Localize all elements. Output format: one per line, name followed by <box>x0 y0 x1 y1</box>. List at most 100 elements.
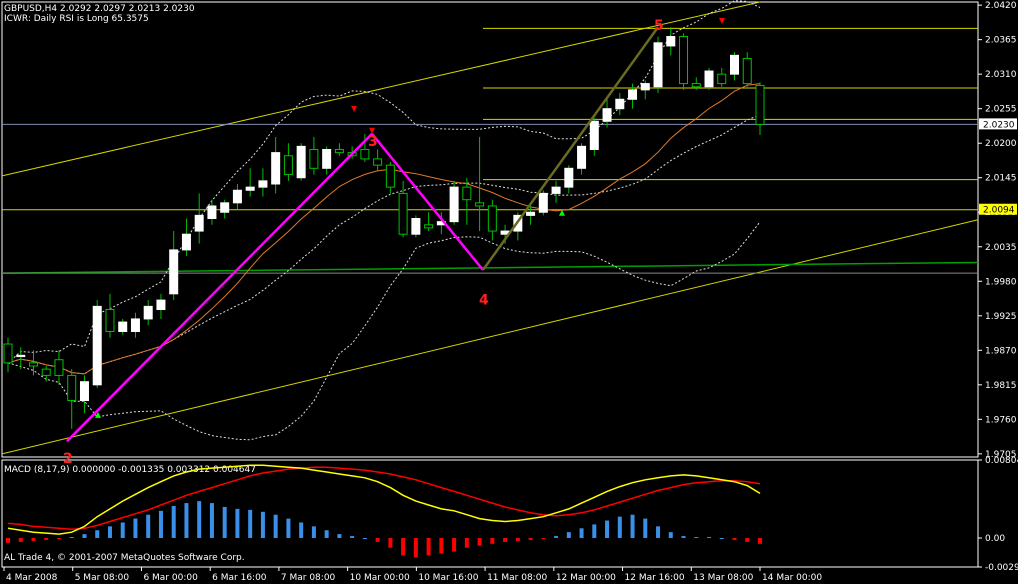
candle-body <box>194 214 204 232</box>
macd-bar <box>273 514 278 538</box>
copyright: AL Trade 4, © 2001-2007 MetaQuotes Softw… <box>4 553 245 563</box>
macd-bar <box>209 503 214 538</box>
macd-bar <box>528 537 533 540</box>
macd-bar <box>197 501 202 538</box>
y-tick-label: 1.9705 <box>985 450 1017 460</box>
macd-bar <box>286 518 291 538</box>
channel-lower <box>1 219 979 455</box>
arrow-down-icon <box>369 127 375 134</box>
macd-bar <box>477 537 482 546</box>
candle-body <box>54 359 64 376</box>
candle-body <box>424 224 434 229</box>
price-label-text: 2.0230 <box>983 120 1015 130</box>
candle-body <box>717 73 727 85</box>
candle-body <box>449 186 459 223</box>
macd-bar <box>362 537 367 539</box>
arrow-up-icon <box>559 209 565 216</box>
wave-label: 3 <box>368 134 378 150</box>
candle-body <box>105 309 115 332</box>
x-tick-label: 12 Mar 00:00 <box>556 573 616 583</box>
channel-upper <box>1 1 761 177</box>
y-tick-label: 2.0035 <box>985 243 1017 253</box>
y-tick-label: 1.9815 <box>985 381 1017 391</box>
candle-body <box>92 305 102 386</box>
candle-body <box>156 299 166 311</box>
zigzag-segment <box>481 26 660 271</box>
macd-bar <box>171 505 176 538</box>
macd-y-tick-label: -0.00299 <box>985 563 1018 573</box>
candle-body <box>169 249 179 295</box>
candle-body <box>666 36 676 47</box>
candle-body <box>373 158 383 166</box>
candle-body <box>79 381 89 402</box>
macd-info: MACD (8,17,9) 0.000000 -0.001335 0.00331… <box>4 465 256 475</box>
macd-bar <box>490 537 495 544</box>
x-tick-label: 6 Mar 16:00 <box>212 573 267 583</box>
macd-y-tick-label: 0.00 <box>985 534 1005 544</box>
macd-bar <box>719 537 724 539</box>
macd-bar <box>311 526 316 538</box>
macd-bar <box>184 503 189 538</box>
candle-body <box>271 152 281 185</box>
macd-bar <box>732 537 737 540</box>
macd-bar <box>643 518 648 538</box>
macd-bar <box>452 537 457 552</box>
candle-body <box>564 167 574 188</box>
candle-body <box>385 164 395 188</box>
y-tick-label: 2.0365 <box>985 36 1017 46</box>
candle-body <box>526 211 536 216</box>
macd-bar <box>222 506 227 538</box>
candle-body <box>577 145 587 169</box>
x-tick-label: 12 Mar 16:00 <box>625 573 685 583</box>
x-tick-label: 11 Mar 08:00 <box>487 573 547 583</box>
macd-bar <box>541 537 546 539</box>
macd-bar <box>120 522 125 538</box>
candle-body <box>589 120 599 150</box>
candle-body <box>640 83 650 91</box>
candle-body <box>258 180 268 188</box>
macd-bar <box>133 518 138 538</box>
macd-bar <box>248 509 253 538</box>
y-tick-label: 2.0200 <box>985 139 1017 149</box>
macd-bar <box>95 530 100 538</box>
arrow-down-icon <box>351 105 357 112</box>
macd-bar <box>656 526 661 538</box>
bollinger-middle <box>7 114 761 375</box>
candle-body <box>118 321 128 332</box>
price-label-box <box>979 203 1017 215</box>
macd-bar <box>350 536 355 538</box>
candle-body <box>41 368 51 376</box>
candle-body <box>296 145 306 179</box>
candle-body <box>322 148 332 169</box>
price-label-box <box>979 118 1017 130</box>
zigzag-segment <box>66 132 373 443</box>
candle-body <box>615 98 625 110</box>
candle-body <box>411 218 421 235</box>
y-tick-label: 2.0310 <box>985 70 1017 80</box>
macd-bar <box>554 536 559 538</box>
macd-bar <box>401 537 406 556</box>
candle-body <box>704 70 714 88</box>
macd-bar <box>758 537 762 544</box>
macd-bar <box>694 537 699 539</box>
x-tick-label: 10 Mar 16:00 <box>418 573 478 583</box>
y-tick-label: 1.9760 <box>985 415 1017 425</box>
macd-bar <box>515 537 520 541</box>
macd-bar <box>579 528 584 538</box>
bollinger-lower <box>7 221 761 441</box>
candle-body <box>207 205 217 220</box>
macd-bar <box>107 526 112 538</box>
y-tick-label: 2.0145 <box>985 174 1017 184</box>
price-label-text: 2.0094 <box>983 206 1015 216</box>
candle-body <box>742 57 752 85</box>
zigzag-segment <box>371 133 484 271</box>
green-trendline <box>1 261 979 274</box>
candle-body <box>28 362 38 367</box>
candle-body <box>67 374 77 402</box>
macd-bar <box>681 536 686 538</box>
macd-bar <box>630 514 635 538</box>
candle-body <box>181 233 191 251</box>
candle-body <box>16 354 26 358</box>
